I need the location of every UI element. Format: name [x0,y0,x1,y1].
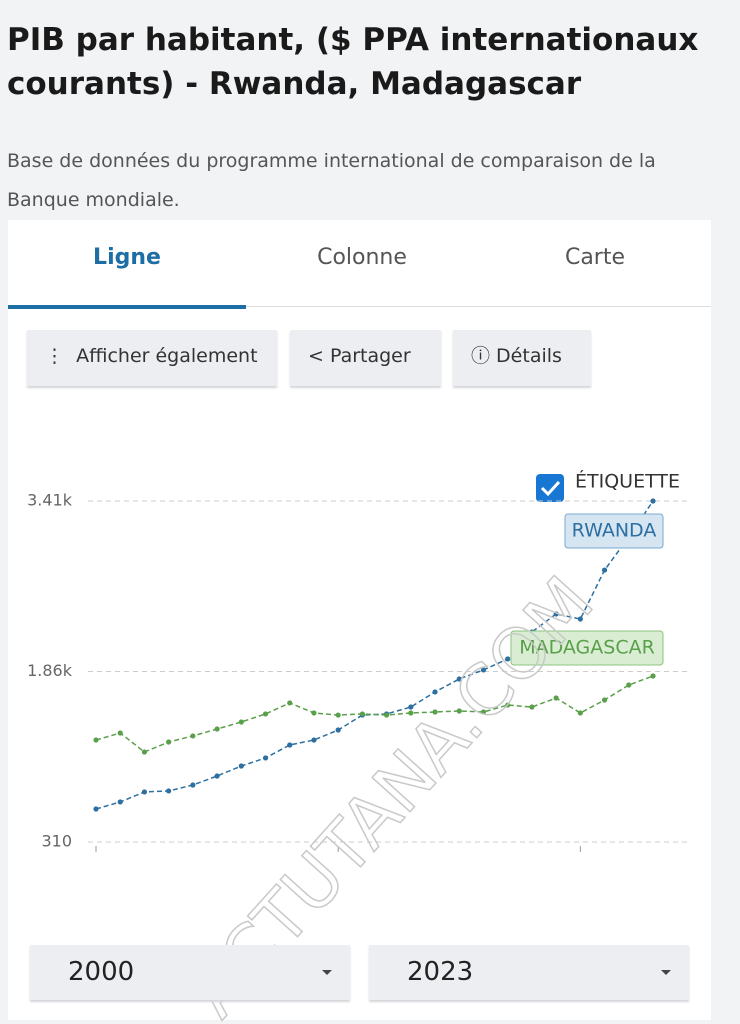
tab[interactable]: Colonne [317,245,407,270]
button-label: Détails [496,345,562,367]
checkbox[interactable] [536,474,564,502]
point [93,737,99,743]
point [408,710,414,716]
line [95,675,654,753]
point [601,567,608,573]
y-tick-label: 3.41k [27,491,73,510]
series-label: RWANDA [572,520,657,542]
point [214,773,220,779]
point [577,710,583,716]
point [93,806,99,812]
y-tick-label: 1.86k [27,661,73,680]
title: PIB par habitant, ($ PPA internationaux … [7,22,699,102]
button[interactable]: < Partager [290,330,441,386]
check [540,480,561,497]
point [456,708,462,714]
start-select[interactable]: 2000 [30,945,350,1000]
series-label: MADAGASCAR [519,637,655,659]
point [141,749,148,755]
point [141,789,148,795]
point [577,616,583,622]
series-label-box [510,630,664,666]
point [601,697,608,703]
point [650,498,656,504]
point [456,676,462,682]
point [650,673,656,679]
point [335,712,341,718]
divider [8,306,711,307]
point [311,737,317,743]
point [166,739,172,745]
point [117,799,123,805]
point [190,782,196,788]
y-tick-label: 310 [41,832,72,851]
point [190,733,196,739]
button-label: Afficher également [76,345,258,367]
point [214,726,220,732]
point [287,742,293,748]
point [117,730,123,736]
point [480,709,487,715]
button-label: Partager [329,345,411,367]
point [311,710,317,716]
point [553,611,559,617]
point [384,712,390,718]
point [262,755,269,761]
point [529,704,535,710]
end-select[interactable]: 2023 [369,945,689,1000]
point [335,727,341,733]
point [408,704,414,710]
point [505,702,511,708]
point [262,711,269,717]
tab[interactable]: Carte [564,245,626,270]
point [432,689,438,695]
tab-indicator [8,305,246,309]
label-toggle[interactable]: ÉTIQUETTE [575,470,680,493]
point [626,682,632,688]
point [505,656,511,662]
series-label-box [564,513,664,549]
tab[interactable]: Ligne [93,245,161,270]
point [359,711,365,717]
point [287,700,293,706]
point [432,709,438,715]
point [480,667,487,673]
point [166,788,172,794]
point [553,695,559,701]
point [238,763,244,769]
source: Base de données du programme internation… [7,150,656,211]
button[interactable]: ⋮ Afficher également [27,330,277,386]
point [238,719,244,725]
button[interactable]: ⓘ Détails [453,330,591,386]
